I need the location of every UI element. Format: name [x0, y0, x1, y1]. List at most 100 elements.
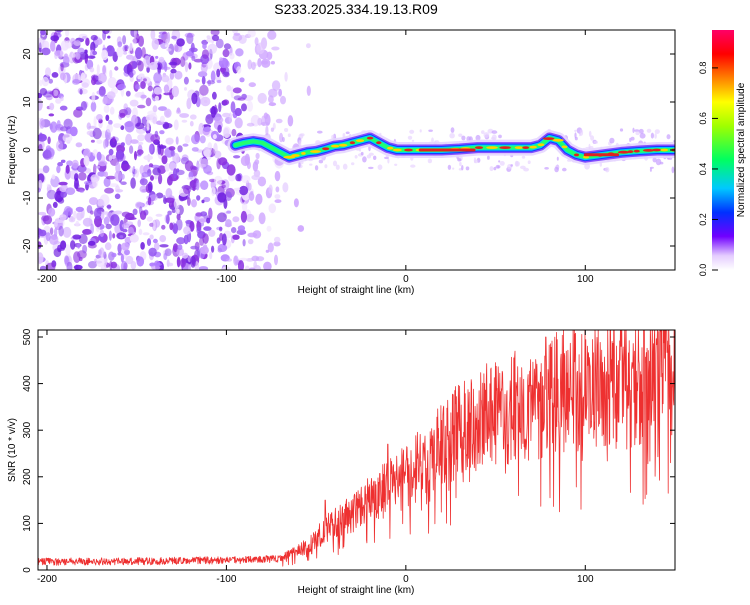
spectrogram-noise-speckle [86, 205, 93, 214]
snr-frame [37, 329, 676, 571]
spectrogram-ridge-hotspot [356, 139, 365, 143]
spectrogram-noise-speckle [110, 155, 116, 159]
spectrogram-noise-speckle [230, 86, 234, 99]
spectrogram-noise-speckle [231, 227, 237, 234]
spectrogram-ridge-hotspot [366, 136, 374, 140]
spectrogram-noise-speckle [222, 99, 230, 106]
spectrogram-noise-speckle [53, 89, 59, 97]
spectrogram-noise-speckle [306, 85, 311, 97]
spectrogram-faint-speckle [474, 159, 479, 164]
spectrogram-noise-speckle [236, 66, 242, 74]
spectrogram-faint-speckle [449, 133, 455, 139]
spectrogram-noise-speckle [124, 44, 129, 50]
spectrogram-faint-speckle [447, 164, 452, 170]
spectrogram-noise-speckle [218, 102, 222, 113]
spectrogram-faint-speckle [394, 163, 398, 166]
spectrogram-noise-speckle [148, 247, 157, 257]
spectrogram-faint-speckle [638, 128, 644, 134]
spectrogram-noise-speckle [258, 212, 266, 225]
spectrogram-noise-speckle [148, 163, 154, 168]
snr-y-tick-label: 100 [22, 515, 33, 532]
spectrogram-noise-speckle [138, 228, 143, 235]
spectrogram-faint-speckle [487, 155, 490, 160]
spectrogram-noise-speckle [256, 42, 265, 55]
spectrogram-noise-speckle [120, 260, 128, 270]
spectrogram-noise-speckle [190, 245, 198, 250]
spectrogram-noise-speckle [176, 213, 181, 221]
spectrogram-noise-speckle [49, 227, 54, 235]
spectrogram-faint-speckle [321, 157, 326, 161]
spectrogram-noise-speckle [293, 198, 299, 208]
spectrogram-noise-speckle [143, 78, 147, 82]
spectrogram-faint-speckle [498, 160, 501, 163]
spectrogram-noise-speckle [42, 149, 52, 160]
spectrogram-noise-speckle [235, 173, 242, 182]
spectrogram-noise-speckle [137, 75, 142, 80]
spectrogram-faint-speckle [588, 130, 592, 137]
spectrogram-noise-speckle [232, 87, 242, 94]
spectrogram-ridge-hotspot [642, 149, 655, 152]
spectrogram-faint-speckle [588, 143, 591, 150]
spectrogram-noise-speckle [75, 220, 80, 227]
spectrogram-noise-speckle [87, 55, 96, 59]
spectrogram-noise-speckle [139, 185, 148, 193]
spectrogram-faint-speckle [309, 163, 313, 166]
spectrogram-noise-speckle [268, 203, 277, 214]
spectrogram-noise-speckle [164, 62, 168, 72]
spectrogram-faint-speckle [384, 156, 389, 160]
spectrogram-noise-speckle [164, 44, 170, 48]
colorbar-tick-label: 0.2 [698, 213, 708, 226]
spectrogram-noise-speckle [109, 260, 113, 270]
colorbar-tick-label: 0.8 [698, 62, 708, 75]
spectrogram-noise-speckle [158, 106, 167, 111]
snr-x-axis-label: Height of straight line (km) [298, 585, 415, 596]
spectrogram-noise-speckle [120, 242, 130, 251]
spectrogram-noise-speckle [109, 106, 115, 115]
spectrogram-noise-speckle [111, 252, 117, 258]
spectrogram-noise-speckle [47, 136, 51, 145]
spectrogram-noise-speckle [213, 175, 223, 186]
spectrogram-noise-speckle [155, 213, 163, 217]
spectrogram-noise-speckle [102, 30, 110, 35]
spectrogram-noise-speckle [203, 196, 211, 203]
spectrogram-noise-speckle [213, 142, 218, 155]
spectrogram-noise-speckle [146, 216, 153, 222]
spectrogram-noise-speckle [133, 30, 137, 38]
spectrogram-noise-speckle [57, 162, 63, 167]
spectrogram-noise-speckle [45, 262, 56, 270]
spectrogram-noise-speckle [135, 47, 143, 60]
spectrogram-faint-speckle [654, 133, 657, 139]
spectrogram-noise-speckle [65, 187, 76, 195]
spectrogram-noise-speckle [82, 228, 92, 235]
spectrogram-ridge-hotspot [301, 152, 306, 155]
spectrogram-noise-speckle [83, 148, 91, 159]
spectrogram-noise-speckle [64, 255, 69, 265]
spectrogram-noise-speckle [93, 207, 102, 220]
snr-x-tick-label: -200 [37, 574, 57, 585]
spectrogram-noise-speckle [59, 214, 67, 221]
spectrogram-noise-speckle [94, 215, 102, 228]
spectrogram-faint-speckle [387, 158, 390, 164]
spectrogram-faint-speckle [373, 155, 377, 160]
spectrogram-noise-speckle [208, 229, 216, 237]
spectrogram-noise-speckle [214, 116, 224, 124]
spectrogram-noise-speckle [124, 121, 134, 128]
spectrogram-noise-speckle [127, 226, 135, 236]
spectrogram-faint-speckle [481, 130, 485, 135]
spectrogram-noise-speckle [130, 139, 139, 144]
spectrogram-noise-speckle [82, 36, 87, 40]
snr-y-tick-label: 0 [22, 567, 33, 573]
spectrogram-noise-speckle [232, 234, 240, 240]
spectrogram-noise-speckle [91, 77, 97, 86]
spectrogram-ridge-hotspot [660, 148, 669, 152]
spectrogram-noise-speckle [241, 93, 247, 100]
spectrogram-noise-speckle [166, 259, 170, 268]
spectrogram-noise-speckle [117, 243, 122, 254]
spectrogram-noise-speckle [68, 217, 76, 223]
spectrogram-noise-speckle [57, 244, 62, 253]
spectrogram-noise-speckle [266, 51, 273, 60]
spectrogram-noise-speckle [233, 255, 239, 266]
spectrogram-noise-speckle [80, 213, 84, 219]
spectrogram-noise-speckle [189, 179, 198, 189]
spectrogram-noise-speckle [164, 163, 170, 172]
